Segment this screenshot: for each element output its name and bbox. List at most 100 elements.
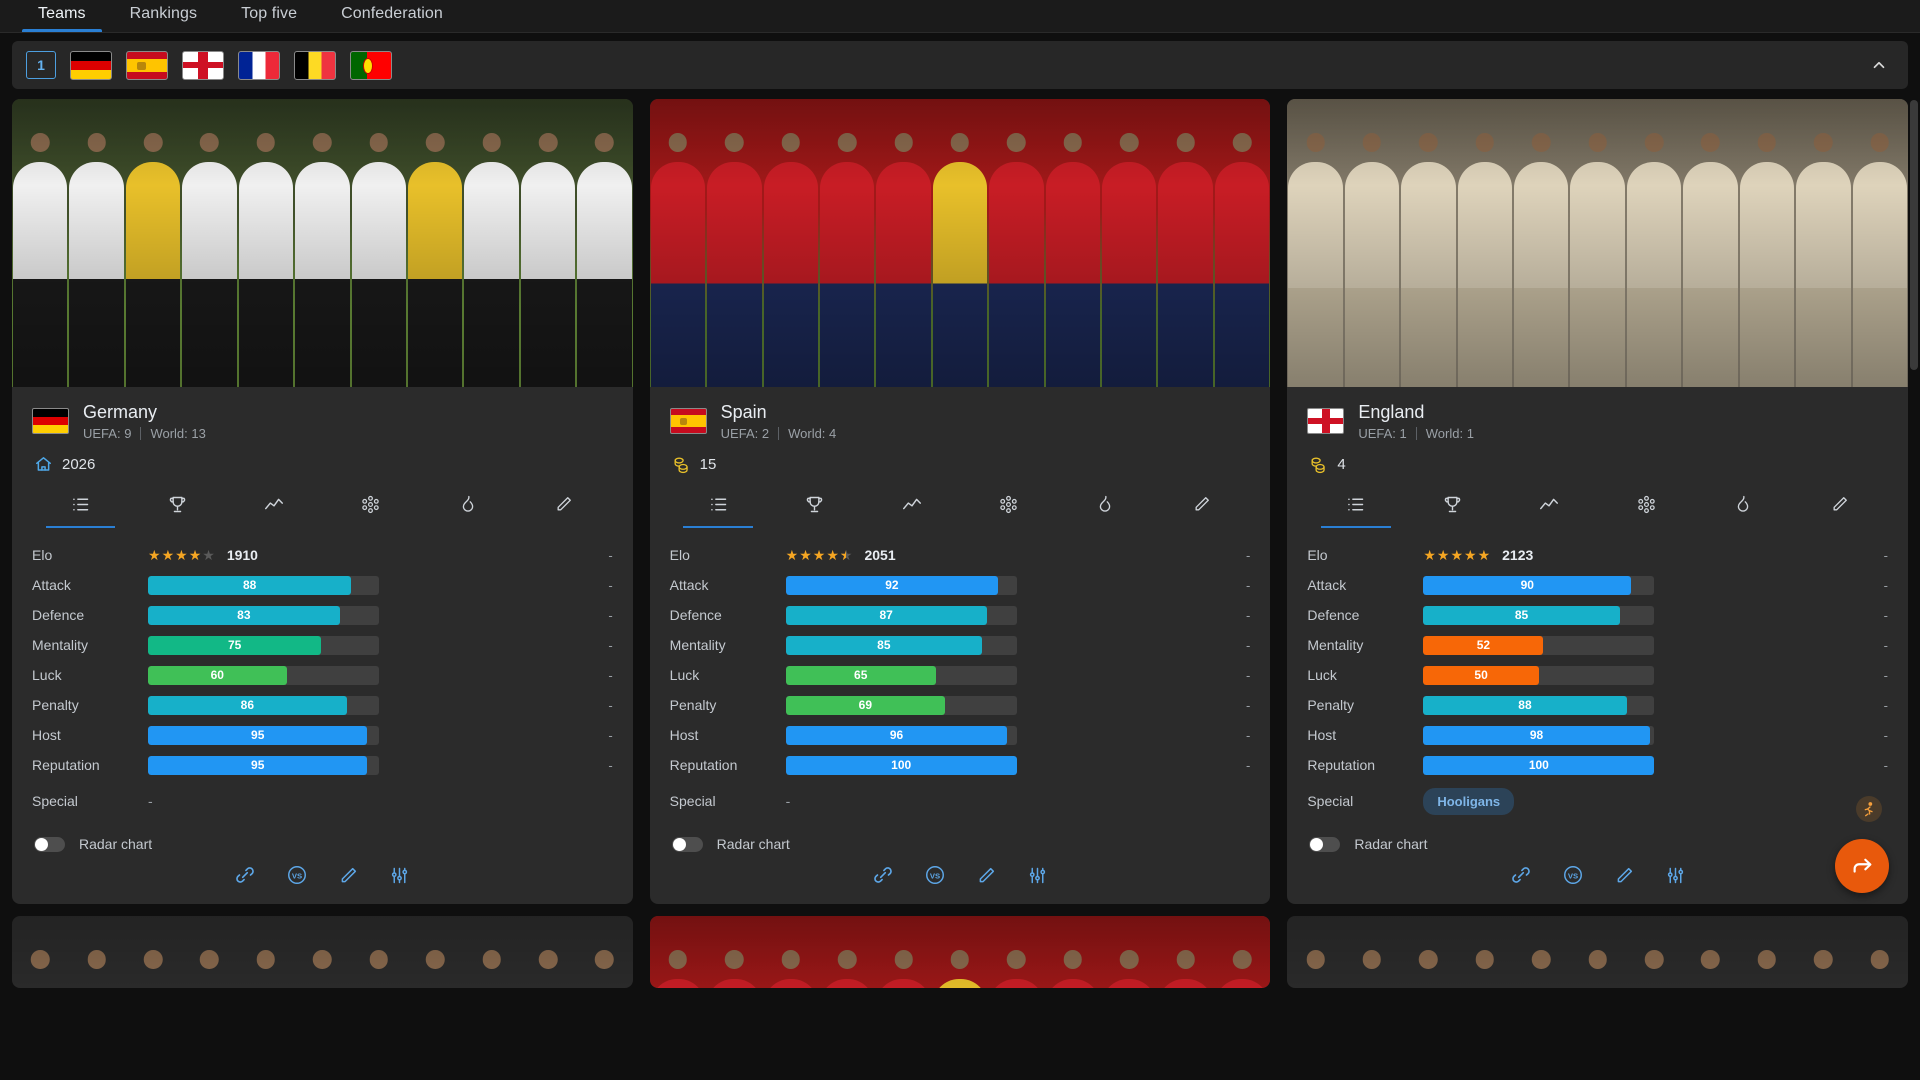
chevron-up-icon[interactable] <box>1866 52 1892 78</box>
next-step-fab[interactable] <box>1835 839 1889 893</box>
flag-button-belgium[interactable] <box>294 50 336 80</box>
card-tab-fire[interactable] <box>1057 484 1154 524</box>
team-photo <box>12 916 633 988</box>
team-card[interactable] <box>649 916 1271 988</box>
action-versus[interactable]: VS <box>286 864 308 886</box>
card-actions: VS <box>1287 852 1908 904</box>
special-badge[interactable]: Hooligans <box>1423 787 1515 815</box>
coins-icon <box>672 455 691 474</box>
sliders-icon <box>1027 865 1048 886</box>
stat-row: Defence 83 - <box>32 600 613 630</box>
stat-bar: 60 <box>148 665 379 685</box>
svg-text:VS: VS <box>292 871 302 880</box>
rank-divider <box>778 427 780 440</box>
running-person-badge[interactable] <box>1856 796 1882 822</box>
card-tab-fire[interactable] <box>419 484 516 524</box>
tab-teams[interactable]: Teams <box>16 5 108 32</box>
stat-value: 100 <box>1528 758 1549 772</box>
stat-value: 88 <box>1518 698 1532 712</box>
team-card-grid: Germany UEFA: 9 World: 13 2026 Elo ★ ★ ★ ★ ★ 1910-… <box>0 89 1920 904</box>
team-card[interactable]: Germany UEFA: 9 World: 13 2026 Elo ★ ★ ★ ★ ★ 1910-… <box>12 99 633 904</box>
card-tab-fire[interactable] <box>1694 484 1791 524</box>
radar-chart-toggle-row: Radar chart <box>12 822 633 852</box>
action-link[interactable] <box>872 864 894 886</box>
flag-button-england[interactable] <box>182 50 224 80</box>
running-person-icon <box>1861 801 1877 817</box>
action-link[interactable] <box>1510 864 1532 886</box>
stat-bar: 100 <box>1423 755 1655 775</box>
pencil-icon <box>554 494 574 514</box>
action-link[interactable] <box>234 864 256 886</box>
tab-rankings[interactable]: Rankings <box>129 5 198 22</box>
card-tab-trophy[interactable] <box>129 484 226 524</box>
stat-bar: 95 <box>148 755 379 775</box>
stat-secondary: - <box>1883 757 1888 773</box>
flag-button-germany[interactable] <box>70 50 112 80</box>
stat-value: 90 <box>1520 578 1534 592</box>
card-tab-pencil[interactable] <box>1791 484 1888 524</box>
star: ★ <box>785 547 799 563</box>
stat-bar: 95 <box>148 725 379 745</box>
stat-row: Defence 85 - <box>1307 600 1888 630</box>
team-photo <box>649 99 1271 387</box>
card-tab-list[interactable] <box>32 484 129 528</box>
flag-button-portugal[interactable] <box>350 50 392 80</box>
card-tab-trophy[interactable] <box>1404 484 1501 524</box>
card-tab-pencil[interactable] <box>516 484 613 524</box>
team-rank-line: UEFA: 9 World: 13 <box>83 426 206 441</box>
card-tab-network[interactable] <box>1598 484 1695 524</box>
action-versus[interactable]: VS <box>1562 864 1584 886</box>
action-sliders[interactable] <box>389 865 410 886</box>
stat-bar: 86 <box>148 695 379 715</box>
team-card[interactable] <box>1287 916 1908 988</box>
tab-top-five[interactable]: Top five <box>241 5 298 22</box>
stat-secondary: - <box>1883 727 1888 743</box>
action-sliders[interactable] <box>1027 865 1048 886</box>
team-meta-row: 2026 <box>12 441 633 474</box>
flag-button-spain[interactable] <box>126 50 168 80</box>
action-edit-pencil[interactable] <box>1614 865 1635 886</box>
card-tab-pencil[interactable] <box>1154 484 1251 524</box>
sliders-icon <box>1665 865 1686 886</box>
stat-label: Attack <box>32 577 71 593</box>
card-tab-list[interactable] <box>670 484 767 528</box>
stat-secondary: - <box>1883 607 1888 623</box>
action-edit-pencil[interactable] <box>976 865 997 886</box>
card-tab-network[interactable] <box>322 484 419 524</box>
stat-label: Attack <box>1307 577 1347 593</box>
home-icon <box>34 455 53 474</box>
card-tab-line-chart[interactable] <box>226 484 323 524</box>
action-versus[interactable]: VS <box>924 864 946 886</box>
flag-row <box>70 50 392 80</box>
rank-divider <box>140 427 142 440</box>
tab-confederation[interactable]: Confederation <box>341 5 443 22</box>
stat-row: Reputation 95 - <box>32 750 613 780</box>
card-tab-line-chart[interactable] <box>1501 484 1598 524</box>
card-tab-network[interactable] <box>960 484 1057 524</box>
card-tab-line-chart[interactable] <box>863 484 960 524</box>
radar-chart-toggle[interactable] <box>34 836 65 852</box>
team-card[interactable] <box>12 916 633 988</box>
flag-button-france[interactable] <box>238 50 280 80</box>
network-icon <box>998 494 1019 515</box>
radar-chart-toggle-row: Radar chart <box>1287 822 1908 852</box>
page-number-chip[interactable]: 1 <box>26 51 56 79</box>
card-header: England UEFA: 1 World: 1 <box>1287 387 1908 441</box>
stat-secondary: - <box>1883 547 1888 563</box>
page-scrollbar[interactable] <box>1910 100 1918 370</box>
radar-chart-toggle[interactable] <box>1309 836 1341 852</box>
stat-label: Penalty <box>669 697 717 713</box>
card-tab-trophy[interactable] <box>766 484 863 524</box>
action-edit-pencil[interactable] <box>338 865 359 886</box>
edit-pencil-icon <box>338 865 359 886</box>
line-chart-icon <box>1538 493 1560 515</box>
stat-secondary: - <box>1245 607 1251 623</box>
team-card[interactable]: England UEFA: 1 World: 1 4 Elo ★ ★ ★ ★ ★ 2123- Atta… <box>1287 99 1908 904</box>
stat-label: Special <box>669 793 716 809</box>
card-tab-list[interactable] <box>1307 484 1404 528</box>
uefa-rank: UEFA: 2 <box>720 426 770 441</box>
action-sliders[interactable] <box>1665 865 1686 886</box>
stat-label: Host <box>1307 727 1337 743</box>
radar-chart-toggle[interactable] <box>671 836 703 852</box>
